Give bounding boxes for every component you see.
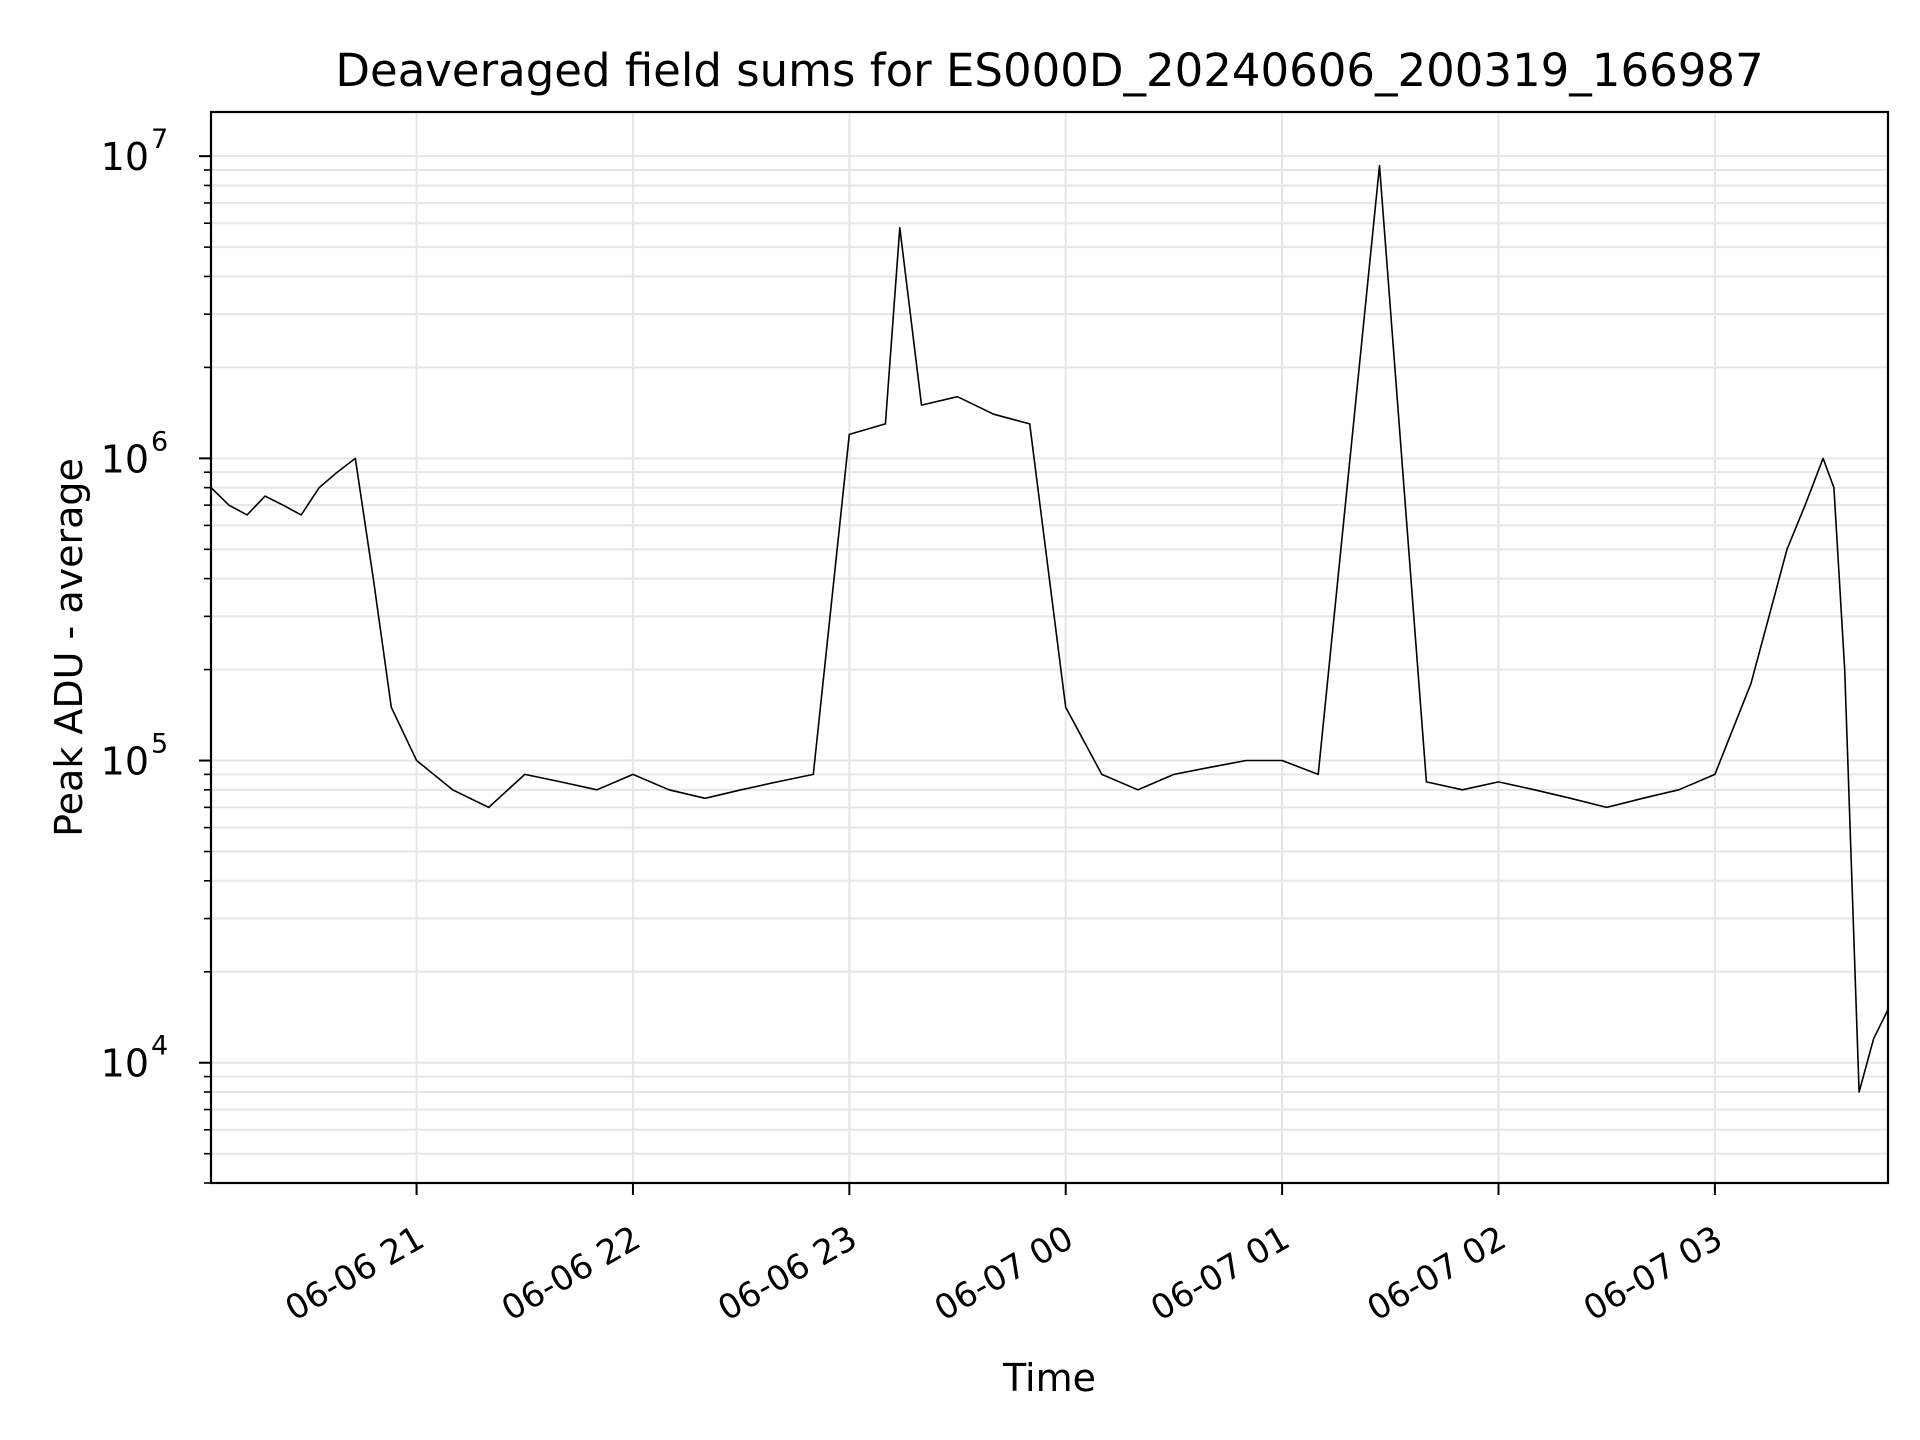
plot-frame (209, 110, 1890, 1185)
x-axis-label: Time (1002, 1356, 1096, 1400)
y-tick-label-exponent: 7 (151, 124, 168, 155)
y-tick-label-exponent: 6 (151, 426, 168, 457)
y-tick-label: 10 (101, 135, 149, 179)
y-tick-label: 10 (101, 740, 149, 784)
series-line (210, 164, 1889, 1093)
chart-title: Deaveraged field sums for ES000D_2024060… (335, 44, 1763, 97)
grid-layer (211, 112, 1888, 1184)
y-tick-label-exponent: 4 (151, 1031, 168, 1062)
y-tick-label-exponent: 5 (151, 729, 168, 760)
y-tick-label: 10 (101, 437, 149, 481)
series-layer (210, 164, 1889, 1093)
y-axis-label: Peak ADU - average (47, 458, 91, 837)
y-tick-label: 10 (101, 1042, 149, 1086)
